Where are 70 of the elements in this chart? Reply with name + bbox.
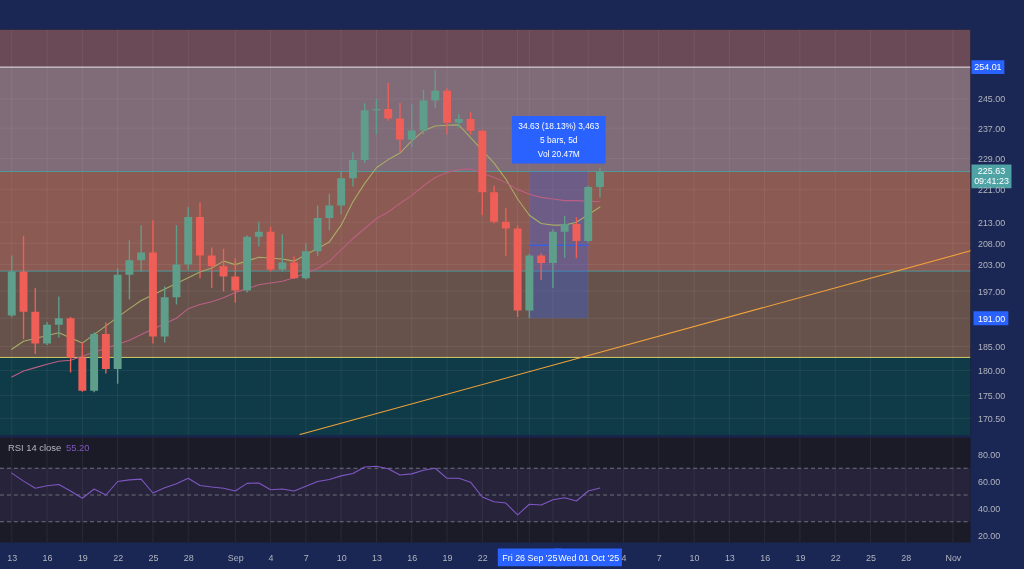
candlestick (501, 207, 510, 257)
candlestick (137, 224, 146, 273)
y-tick-label: 20.00 (977, 530, 1001, 541)
candlestick (54, 295, 63, 339)
y-tick-label: 180.00 (977, 366, 1006, 377)
x-tick-label: 22 (830, 552, 841, 563)
x-tick-label: 7 (656, 552, 662, 563)
y-tick-label: 60.00 (977, 477, 1001, 488)
x-tick-label: Fri 26 Sep '25 (502, 552, 558, 563)
annotation: 34.63 (18.13%) 3,463 5 bars, 5d Vol 20.47M (518, 120, 600, 159)
candlestick (596, 167, 604, 199)
y-tick-label: 185.00 (977, 341, 1006, 352)
line-series (11, 168, 601, 378)
y-tick-label: 40.00 (977, 503, 1001, 514)
y-tick-label: 237.00 (977, 123, 1006, 134)
x-tick-label: 16 (407, 552, 418, 563)
x-tick-label: Wed 01 Oct '25 (558, 552, 620, 563)
y-tick-label: 197.00 (977, 286, 1006, 297)
candlestick (407, 103, 416, 149)
text: RSI 14 close 55.20 (7, 442, 90, 454)
candlestick (572, 216, 581, 259)
x-tick-label: 7 (303, 552, 309, 563)
x-tick-label: 16 (42, 552, 53, 563)
y-tick-label: 213.00 (977, 217, 1006, 228)
candlestick (231, 257, 240, 304)
x-tick-label: 16 (760, 552, 771, 563)
candlestick (325, 193, 334, 231)
ref-line-label: 254.01 (974, 61, 1002, 72)
x-tick-label: 19 (442, 552, 453, 563)
line-series (11, 465, 601, 516)
candlestick (537, 252, 546, 281)
x-tick-label: 13 (724, 552, 735, 563)
y-tick-label: 175.00 (977, 390, 1006, 401)
x-tick-label: Sep (227, 552, 244, 563)
y-tick-label: 229.00 (977, 153, 1006, 164)
candlestick (466, 111, 475, 136)
ref-line-label: 225.63 09:41:23 (974, 165, 1009, 186)
candlestick (125, 239, 134, 301)
x-tick-label: 13 (371, 552, 382, 563)
x-tick-label: 25 (866, 552, 877, 563)
y-tick-label: 80.00 (977, 450, 1001, 461)
x-tick-label: 22 (113, 552, 124, 563)
x-tick-label: 28 (901, 552, 912, 563)
candlestick (348, 151, 357, 188)
x-tick-label: 25 (148, 552, 159, 563)
candlestick (278, 233, 287, 273)
x-tick-label: 4 (621, 552, 627, 563)
candlestick (396, 102, 404, 154)
x-tick-label: 19 (77, 552, 88, 563)
y-tick-label: 245.00 (977, 94, 1006, 105)
y-tick-label: 191.00 (977, 313, 1006, 324)
y-tick-label: 221.00 (977, 185, 1006, 196)
candlestick (290, 255, 299, 280)
y-tick-label: 208.00 (977, 238, 1006, 249)
candlestick (431, 69, 440, 109)
x-tick-label: 13 (7, 552, 18, 563)
x-tick-label: 22 (477, 552, 488, 563)
y-tick-label: 203.00 (977, 260, 1006, 271)
x-tick-label: 10 (336, 552, 347, 563)
candlestick (207, 246, 216, 289)
candlestick (43, 321, 52, 346)
x-tick-label: Nov (945, 552, 962, 563)
candlestick (254, 221, 263, 248)
x-tick-label: 10 (689, 552, 700, 563)
x-tick-label: 4 (268, 552, 274, 563)
x-tick-label: 19 (795, 552, 806, 563)
candlestick (560, 214, 569, 259)
y-tick-label: 170.50 (977, 413, 1006, 424)
x-tick-label: 28 (183, 552, 194, 563)
candlestick (384, 82, 393, 122)
